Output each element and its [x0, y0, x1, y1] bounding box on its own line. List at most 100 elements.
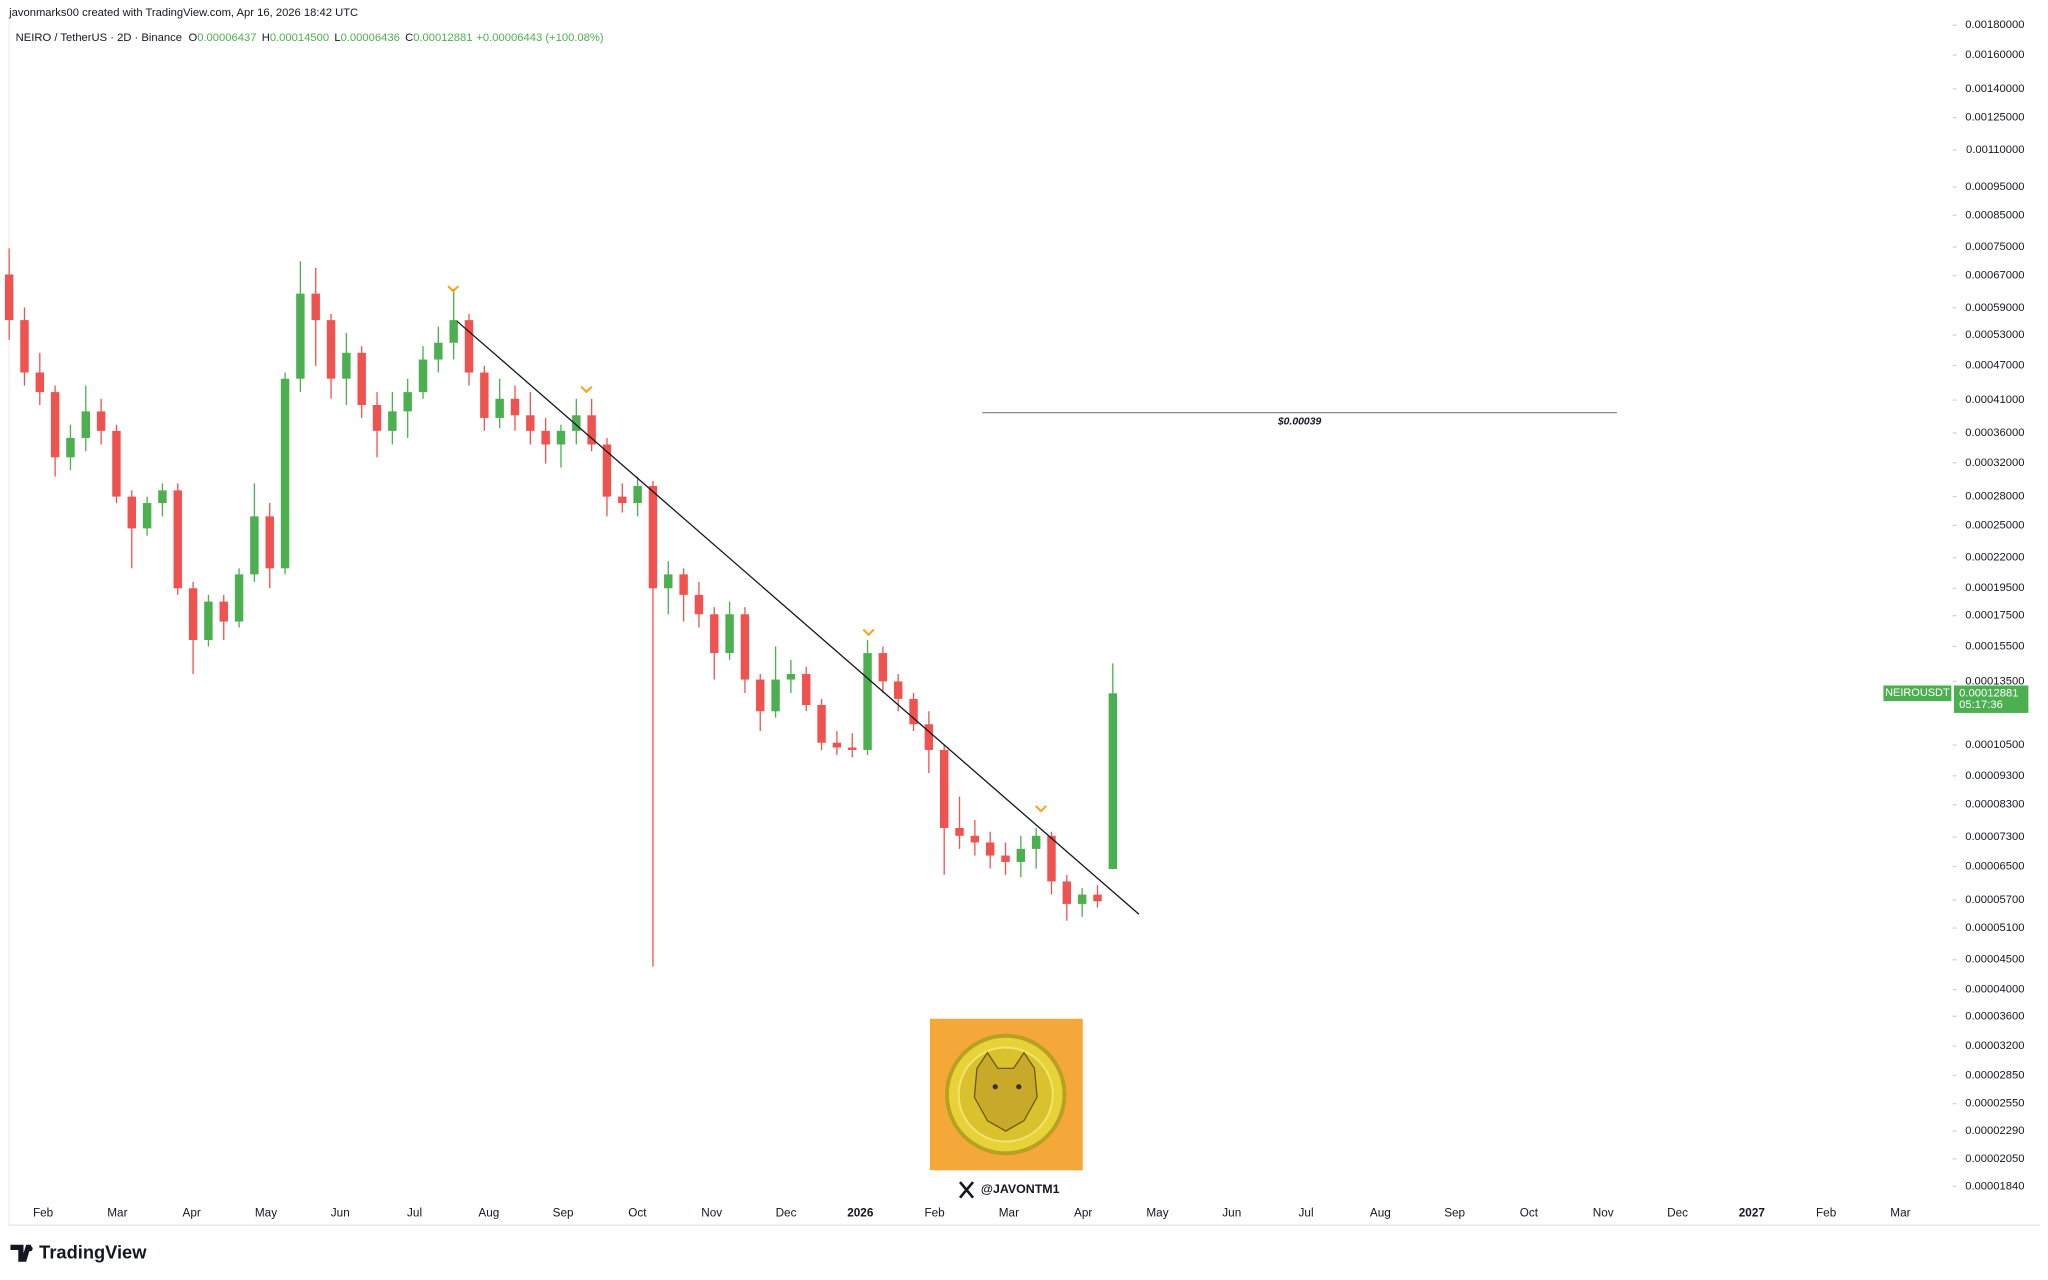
handle: @JAVONTM1 [981, 1182, 1060, 1196]
legend-key: L [334, 32, 340, 44]
candle-body [173, 490, 182, 589]
candle-body [771, 679, 780, 712]
legend-value: 0.00006436 [341, 32, 400, 44]
y-tick-label: 0.00028000 [1965, 491, 2024, 503]
y-tick-label: 0.00003200 [1965, 1040, 2024, 1052]
candle-body [265, 516, 274, 569]
x-tick-label: Feb [33, 1206, 54, 1219]
y-tick-label: 0.00125000 [1965, 112, 2024, 124]
y-tick-label: 0.00160000 [1965, 49, 2024, 61]
candle-body [1016, 848, 1026, 862]
peak-marker [862, 628, 875, 637]
candle-body [4, 274, 14, 321]
candle-body [188, 588, 198, 640]
candle-body [142, 503, 152, 529]
y-tick-label: 0.00002050 [1965, 1153, 2024, 1165]
y-tick-label: 0.00041000 [1965, 394, 2024, 406]
x-axis: Feb Mar Apr May Jun Jul Aug Sep Oct Nov Dec 2026 Feb… [33, 1206, 1911, 1219]
candle-body [955, 827, 964, 836]
y-tick-label: 0.00036000 [1965, 427, 2024, 439]
x-tick-label: Nov [701, 1206, 722, 1219]
candle-body [35, 372, 45, 393]
x-tick-label: 2027 [1739, 1206, 1766, 1219]
peak-marker [1035, 805, 1047, 813]
candle-body [633, 485, 642, 504]
candle-body [786, 674, 796, 680]
legend-value: 0.00014500 [270, 32, 329, 44]
y-tick-label: 0.00003600 [1965, 1010, 2024, 1022]
candle-body [434, 342, 443, 360]
candle-body [740, 614, 750, 680]
candle-body [909, 698, 918, 725]
x-tick-label: Jul [407, 1206, 422, 1219]
candle-body [495, 398, 504, 418]
x-tick-label: May [1146, 1206, 1168, 1219]
y-tick-label: 0.00032000 [1965, 457, 2024, 469]
candle-body [664, 574, 673, 589]
candle-body [1047, 835, 1056, 882]
candle-body [311, 293, 320, 321]
candle-body [939, 749, 949, 828]
dog-eye [992, 1084, 998, 1090]
candle-body [1062, 881, 1072, 904]
candle-body [342, 352, 351, 379]
candles [4, 248, 1118, 967]
candle-body [326, 320, 336, 379]
trendline [456, 320, 1140, 915]
candle-body [526, 415, 535, 431]
candle-body [1031, 835, 1041, 849]
y-tick-label: 0.00010500 [1965, 739, 2024, 751]
candle-body [449, 320, 458, 343]
x-tick-label: Jul [1299, 1206, 1314, 1219]
candle-body [848, 747, 857, 750]
dog-eye [1016, 1084, 1022, 1090]
y-tick-label: 0.00075000 [1965, 241, 2024, 253]
candle-body [572, 415, 581, 431]
candle-body [510, 398, 520, 416]
y-tick-label: 0.00006500 [1965, 861, 2024, 873]
y-tick-label: 0.00005100 [1965, 922, 2024, 934]
peak-marker [447, 285, 460, 293]
x-icon [958, 1181, 975, 1199]
y-tick-label: 0.00002850 [1965, 1069, 2024, 1081]
x-tick-label: Aug [1370, 1206, 1391, 1219]
candle-body [878, 653, 888, 682]
candle-body [357, 352, 366, 406]
y-tick-label: 0.00007300 [1965, 831, 2024, 843]
candle-body [66, 437, 75, 458]
target-level: $0.00039 [982, 412, 1617, 428]
x-tick-label: Sep [553, 1206, 574, 1219]
candle-body [924, 724, 934, 750]
y-tick-label: 0.00085000 [1965, 209, 2024, 221]
candle-body [556, 430, 566, 445]
brand-logo: TradingView [10, 1242, 147, 1263]
y-tick-label: 0.00095000 [1965, 181, 2024, 193]
x-tick-label: 2026 [847, 1206, 874, 1219]
x-tick-label: Oct [628, 1206, 647, 1219]
candle-body [388, 411, 397, 431]
symbol-tag-label: NEIROUSDT [1885, 687, 1950, 699]
candle-body [1108, 693, 1118, 870]
brand: TradingView [39, 1242, 147, 1263]
candle-body [863, 653, 872, 750]
candle-body [893, 681, 903, 699]
x-tick-label: Jun [1222, 1206, 1241, 1219]
symbol-legend: NEIRO / TetherUS · 2D · Binance O0.000064… [16, 32, 604, 44]
x-tick-label: Dec [776, 1206, 797, 1219]
candle-body [403, 392, 412, 412]
y-tick-label: 0.00047000 [1965, 359, 2024, 371]
candle-body [587, 415, 596, 445]
x-tick-label: Feb [924, 1206, 945, 1219]
y-tick-label: 0.00059000 [1965, 302, 2024, 314]
legend-key: H [262, 32, 270, 44]
x-tick-label: Jun [331, 1206, 350, 1219]
y-tick-label: 0.00015500 [1965, 640, 2024, 652]
candle-body [1093, 894, 1102, 902]
price-tag-label: 0.00012881 [1959, 687, 2018, 699]
candle-body [81, 411, 91, 438]
y-tick-label: 0.00005700 [1965, 894, 2024, 906]
candle-body [96, 411, 106, 431]
brand-icon [10, 1244, 32, 1262]
candle-body [480, 372, 489, 418]
